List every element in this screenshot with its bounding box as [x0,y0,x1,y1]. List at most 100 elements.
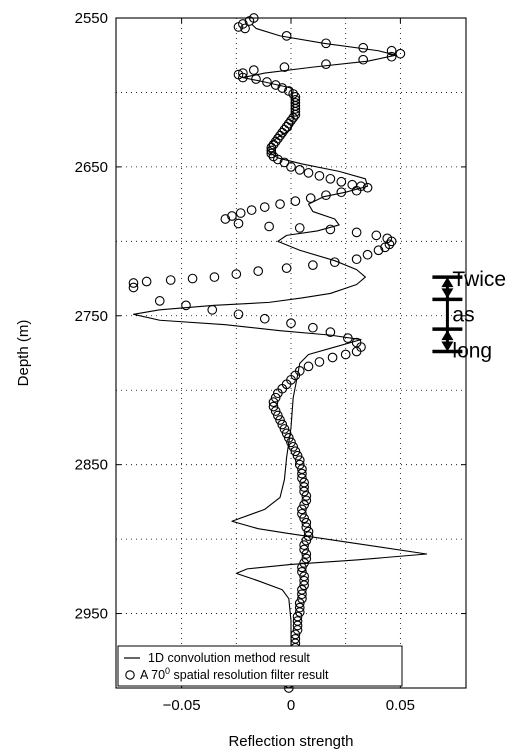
data-point [268,139,279,150]
data-point [270,406,281,416]
data-point [281,31,292,41]
data-point [248,65,259,75]
series-1d-convolution [132,23,428,688]
y-tick-label: 2850 [75,457,108,474]
data-point [395,48,406,59]
annotation-text: as [452,303,474,326]
data-point [294,223,305,233]
data-point [275,199,285,209]
y-tick-label: 2950 [75,606,108,623]
data-point [299,486,309,497]
y-axis-title: Depth (m) [15,320,32,387]
data-point [279,424,290,434]
data-point [297,567,307,577]
data-point [283,433,294,443]
data-point [286,162,296,172]
data-point [380,242,390,253]
data-point [314,357,325,367]
data-point [259,202,270,212]
data-point [294,459,305,470]
data-point [358,42,369,53]
data-point [297,593,307,604]
data-point [358,54,369,65]
data-point [297,473,307,483]
data-point [336,176,347,187]
data-point [351,346,362,357]
data-point [270,80,281,90]
arrow-up-icon [441,277,454,288]
data-point [290,446,301,457]
data-point [268,401,279,412]
data-point [371,230,382,241]
data-point [154,296,165,306]
data-point [233,218,244,229]
data-point [273,154,283,165]
data-point [299,575,309,586]
data-point [277,419,288,430]
data-point [227,211,237,221]
data-point [301,522,312,533]
data-point [303,361,314,372]
data-point [340,349,351,360]
data-point [286,437,296,448]
data-point [336,187,347,198]
data-point [238,72,248,83]
data-point [343,333,353,343]
data-point [299,540,309,550]
data-point [290,103,301,114]
data-point [288,89,299,99]
data-point [297,589,307,600]
x-tick-label: 0.05 [386,697,415,714]
legend-circle-swatch [125,670,135,680]
data-point [386,236,397,247]
data-point [299,558,309,568]
data-point [294,165,305,175]
annotation-text: Twice [452,268,506,291]
data-point [297,468,307,479]
x-tick-label: 0 [287,697,295,714]
data-point [351,227,362,238]
data-point [273,133,283,144]
data-point [297,508,307,519]
data-point [231,269,242,279]
data-point [266,145,277,156]
legend-label: A 700 spatial resolution filter result [140,666,329,682]
data-point [301,535,312,546]
data-point [327,352,338,363]
data-point [275,415,285,425]
data-point [279,62,290,72]
data-point [141,276,152,287]
data-point [264,221,274,232]
data-point [299,500,309,510]
arrow-up-icon [441,330,454,341]
data-point [238,68,248,78]
data-point [207,304,218,315]
data-point [209,272,220,282]
data-point [290,106,301,117]
x-axis-title: Reflection strength [228,733,353,750]
y-tick-label: 2650 [75,159,108,176]
data-point [299,544,309,555]
data-point [266,142,277,153]
data-point [362,249,373,260]
data-point [321,190,331,201]
series-line-path [132,23,428,688]
data-point [308,260,318,271]
data-point [301,517,312,528]
data-point [294,602,305,613]
data-point [220,214,231,224]
data-point [273,388,283,399]
data-point [297,504,307,515]
data-point [165,275,176,285]
data-point [292,450,303,461]
data-point [281,121,292,132]
data-point [235,208,246,218]
data-point [292,620,303,631]
data-point [325,173,336,184]
data-point [262,77,272,87]
data-point [299,580,309,591]
data-point [301,495,312,506]
grid-lines [116,17,466,688]
